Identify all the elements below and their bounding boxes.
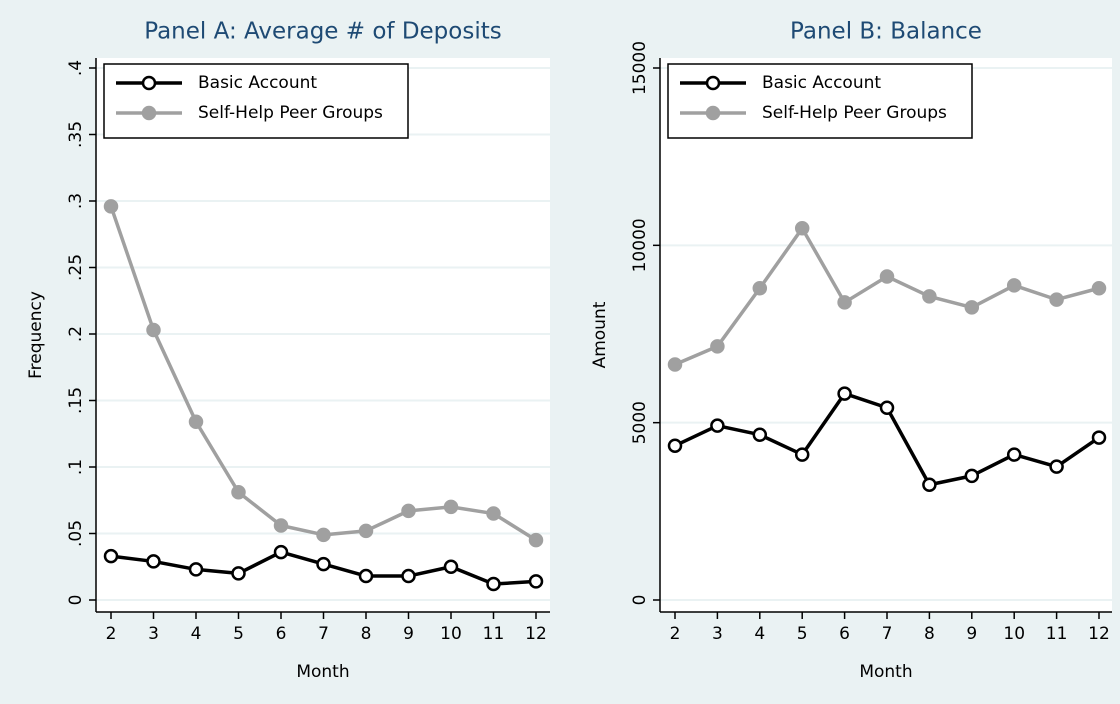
point (358, 568, 374, 584)
y-tick-label: 0 (630, 595, 650, 606)
x-tick-label: 10 (1003, 624, 1025, 644)
y-tick-label: .2 (66, 326, 86, 342)
x-tick-label: 8 (361, 624, 372, 644)
x-tick-label: 11 (483, 624, 505, 644)
x-tick-label: 9 (966, 624, 977, 644)
point (837, 386, 852, 401)
point (964, 300, 980, 315)
point (486, 576, 501, 592)
x-tick-label: 12 (525, 624, 547, 644)
point (879, 400, 895, 416)
point (443, 499, 459, 515)
x-tick-label: 5 (233, 624, 244, 644)
x-tick-label: 12 (1088, 624, 1110, 644)
point (964, 468, 980, 484)
x-axis-label: Month (859, 662, 912, 682)
point (794, 447, 810, 462)
point (188, 414, 204, 430)
legend-label: Self-Help Peer Groups (198, 103, 383, 123)
plot-area (660, 58, 1112, 612)
y-axis-label: Frequency (26, 291, 46, 379)
point (879, 269, 895, 284)
point (667, 357, 683, 372)
y-tick-label: .05 (66, 520, 86, 547)
legend-marker (705, 75, 721, 91)
x-tick-label: 4 (754, 624, 765, 644)
legend-marker (141, 105, 157, 121)
chart-title: Panel B: Balance (790, 19, 982, 45)
point (528, 532, 544, 548)
y-tick-label: 5000 (630, 401, 650, 444)
point (146, 554, 161, 569)
x-tick-label: 7 (318, 624, 329, 644)
point (401, 503, 416, 519)
x-tick-label: 10 (440, 624, 462, 644)
point (837, 295, 852, 310)
point (401, 568, 416, 584)
point (1049, 459, 1064, 474)
y-tick-label: .35 (66, 121, 86, 148)
point (273, 518, 289, 533)
y-tick-label: .4 (66, 60, 86, 76)
x-tick-label: 3 (148, 624, 159, 644)
x-tick-label: 5 (797, 624, 808, 644)
x-tick-label: 3 (712, 624, 723, 644)
point (146, 322, 161, 338)
point (1006, 278, 1022, 293)
legend-label: Basic Account (198, 73, 317, 93)
x-tick-label: 6 (839, 624, 850, 644)
y-tick-label: .3 (66, 193, 86, 209)
point (358, 523, 374, 539)
x-tick-label: 9 (403, 624, 414, 644)
point (1006, 447, 1022, 462)
point (710, 339, 725, 354)
x-tick-label: 2 (670, 624, 681, 644)
y-tick-label: 15000 (630, 41, 650, 95)
x-tick-label: 11 (1046, 624, 1068, 644)
point (922, 477, 937, 492)
point (752, 427, 768, 442)
x-axis-label: Month (296, 662, 349, 682)
point (316, 556, 331, 572)
legend-marker (141, 75, 157, 91)
point (231, 485, 246, 500)
point (794, 221, 810, 236)
legend-box (103, 63, 409, 139)
legend-label: Basic Account (762, 73, 881, 93)
point (922, 289, 937, 304)
point (103, 548, 119, 564)
point (1049, 292, 1064, 307)
x-tick-label: 4 (191, 624, 202, 644)
legend-box (667, 63, 973, 139)
y-axis-label: Amount (590, 301, 610, 368)
point (486, 506, 501, 521)
point (752, 280, 768, 296)
point (443, 559, 459, 574)
point (188, 562, 204, 577)
y-tick-label: 10000 (630, 218, 650, 272)
point (273, 544, 289, 560)
point (316, 527, 331, 543)
y-tick-label: 0 (66, 595, 86, 606)
point (667, 438, 683, 453)
point (710, 418, 725, 433)
x-tick-label: 7 (882, 624, 893, 644)
legend-marker (705, 105, 721, 121)
y-tick-label: .25 (66, 254, 86, 281)
x-tick-label: 6 (276, 624, 287, 644)
point (103, 199, 119, 214)
y-tick-label: .1 (66, 459, 86, 475)
x-tick-label: 8 (924, 624, 935, 644)
point (528, 574, 544, 589)
point (1091, 430, 1107, 445)
legend-label: Self-Help Peer Groups (762, 103, 947, 123)
chart-title: Panel A: Average # of Deposits (144, 19, 501, 45)
x-tick-label: 2 (106, 624, 117, 644)
point (1091, 280, 1107, 296)
y-tick-label: .15 (66, 387, 86, 414)
point (231, 566, 246, 581)
